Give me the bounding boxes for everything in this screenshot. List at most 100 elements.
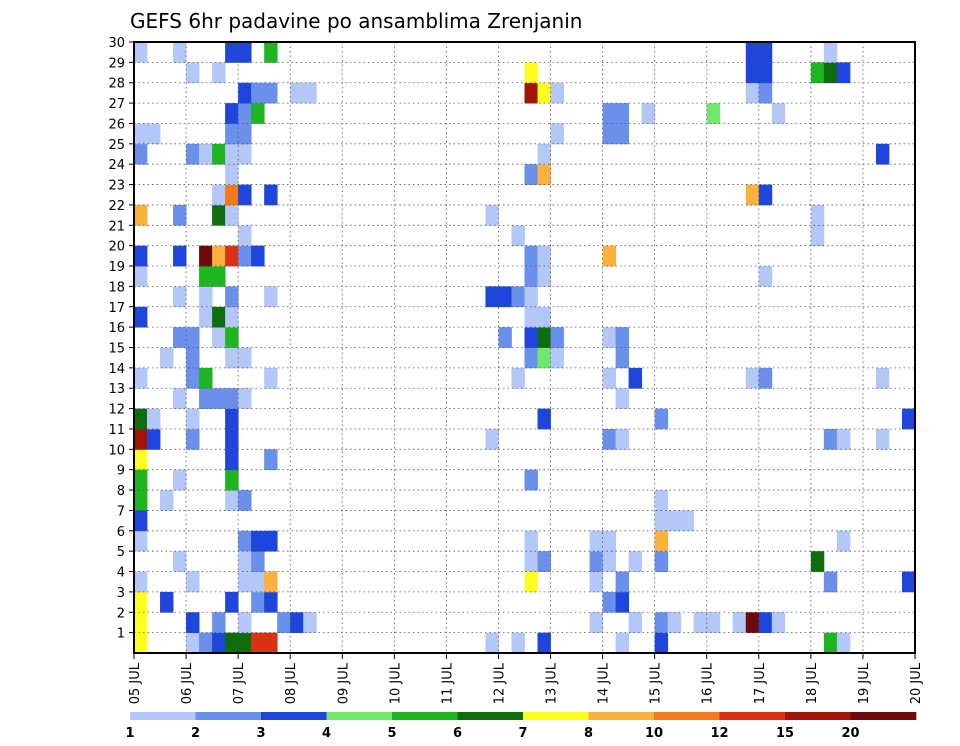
heatmap-cell [615, 428, 630, 450]
heatmap-cell [186, 571, 200, 593]
heatmap-cell [212, 245, 226, 267]
heatmap-cell [823, 632, 838, 654]
heatmap-cell [238, 530, 252, 552]
y-tick-label: 19 [108, 260, 125, 275]
heatmap-cell [225, 42, 239, 63]
heatmap-cell [602, 530, 617, 552]
colorbar: 1 2 3 4 5 6 7 8 10 12 15 20 [125, 712, 917, 741]
heatmap-cell [537, 143, 551, 165]
y-tick-label: 22 [108, 199, 125, 214]
heatmap-cell [225, 327, 239, 348]
heatmap-cell [654, 632, 669, 654]
heatmap-cell [498, 327, 512, 348]
colorbar-swatch [654, 712, 720, 720]
heatmap-cell [264, 184, 278, 206]
heatmap-cell [706, 612, 721, 634]
colorbar-label: 7 [518, 726, 527, 741]
heatmap-cell [173, 286, 187, 308]
colorbar-swatch [850, 712, 917, 720]
heatmap-cell [524, 286, 538, 308]
y-tick-label: 18 [108, 280, 125, 295]
heatmap-cell [147, 123, 161, 145]
heatmap-cell [537, 408, 551, 430]
heatmap-cell [225, 347, 239, 369]
y-tick-label: 17 [108, 301, 125, 316]
heatmap-cell [238, 143, 252, 165]
heatmap-cell [667, 612, 682, 634]
heatmap-cell [147, 408, 161, 430]
heatmap-cell [199, 286, 213, 308]
heatmap-cell [264, 449, 278, 471]
colorbar-label: 12 [710, 726, 728, 741]
y-tick-label: 5 [117, 545, 125, 560]
heatmap-cell [771, 612, 786, 634]
colorbar-swatch [130, 712, 196, 720]
x-tick-label: 14 JUL [597, 662, 612, 704]
heatmap-cell [823, 42, 838, 63]
heatmap-cell [238, 632, 252, 654]
heatmap-cell [173, 469, 187, 491]
heatmap-cell [212, 266, 226, 287]
y-tick-label: 6 [117, 525, 125, 540]
heatmap-cell [186, 347, 200, 369]
heatmap-cell [524, 164, 538, 185]
grid-layer [134, 42, 915, 653]
heatmap-cell [615, 591, 630, 613]
heatmap-cell [524, 551, 538, 572]
heatmap-cell [238, 103, 252, 124]
heatmap-cell [238, 42, 252, 63]
heatmap-cell [654, 612, 669, 634]
heatmap-cell [745, 62, 760, 84]
heatmap-cell [186, 408, 200, 430]
x-axis: 05 JUL 06 JUL 07 JUL 08 JUL 09 JUL 10 JUL 11 J… [128, 653, 924, 704]
heatmap-cell [524, 469, 538, 491]
heatmap-cell [225, 286, 239, 308]
heatmap-cell [745, 184, 760, 206]
heatmap-cell [251, 530, 265, 552]
heatmap-cell [238, 551, 252, 572]
heatmap-cell [823, 571, 838, 593]
heatmap-cell [602, 103, 617, 124]
heatmap-cell [654, 408, 669, 430]
heatmap-cell [875, 428, 890, 450]
y-tick-label: 26 [108, 117, 125, 132]
heatmap-cell [602, 327, 617, 348]
heatmap-cell [758, 266, 773, 287]
x-tick-label: 15 JUL [649, 662, 664, 704]
heatmap-cell [836, 632, 851, 654]
heatmap-cell [654, 490, 669, 511]
heatmap-cell [238, 347, 252, 369]
heatmap-cell [628, 551, 643, 572]
heatmap-cell [264, 632, 278, 654]
y-tick-label: 12 [108, 403, 125, 418]
heatmap-cell [134, 591, 148, 613]
heatmap-cell [875, 367, 890, 389]
heatmap-cell [173, 245, 187, 267]
y-tick-label: 2 [117, 606, 125, 621]
y-tick-label: 7 [117, 504, 125, 519]
colorbar-label: 8 [584, 726, 593, 741]
y-tick-label: 13 [108, 382, 125, 397]
heatmap-cell [238, 571, 252, 593]
heatmap-cell [836, 62, 851, 84]
heatmap-cell [810, 551, 825, 572]
heatmap-cell [147, 428, 161, 450]
heatmap-cell [524, 62, 538, 84]
chart-title: GEFS 6hr padavine po ansamblima Zrenjani… [130, 9, 582, 33]
x-tick-label: 08 JUL [284, 662, 299, 704]
heatmap-cell [810, 62, 825, 84]
heatmap-cell [264, 82, 278, 104]
heatmap-cell [225, 408, 239, 430]
x-tick-label: 10 JUL [388, 662, 403, 704]
heatmap-cell [537, 266, 551, 287]
heatmap-cell [693, 612, 708, 634]
heatmap-cell [186, 428, 200, 450]
heatmap-cell [524, 571, 538, 593]
heatmap-cell [823, 62, 838, 84]
heatmap-cell [654, 510, 669, 532]
heatmap-cell [498, 286, 512, 308]
heatmap-cell [212, 62, 226, 84]
heatmap-cell [160, 591, 174, 613]
heatmap-cell [537, 632, 551, 654]
